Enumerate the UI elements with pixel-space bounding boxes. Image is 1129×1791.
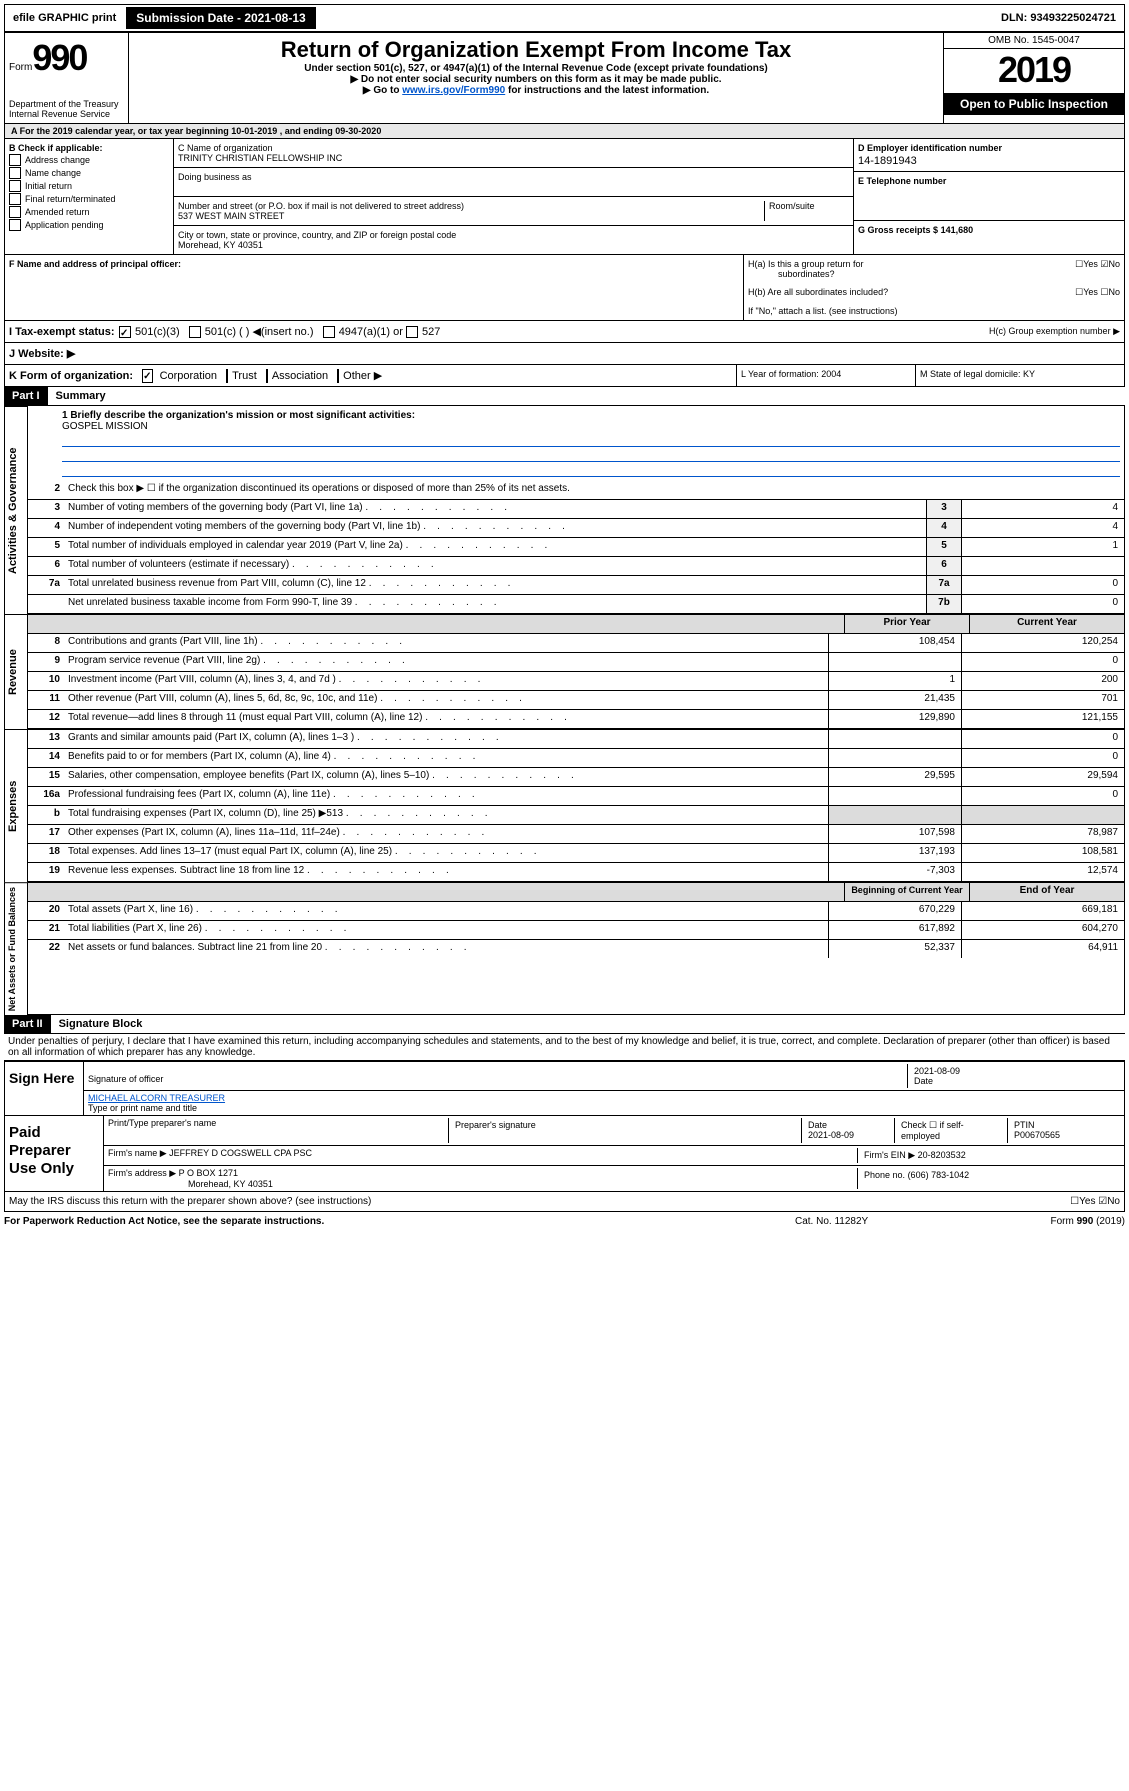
section-b: B Check if applicable: Address change Na… bbox=[5, 139, 174, 254]
dept-label: Department of the Treasury Internal Reve… bbox=[9, 99, 124, 119]
ptin-value: P00670565 bbox=[1014, 1130, 1060, 1140]
info-row: B Check if applicable: Address change Na… bbox=[4, 139, 1125, 255]
section-k: K Form of organization: Corporation Trus… bbox=[4, 365, 1125, 387]
expenses-section: Expenses 13Grants and similar amounts pa… bbox=[4, 729, 1125, 882]
subtitle-2: ▶ Do not enter social security numbers o… bbox=[133, 74, 939, 85]
form-header: Form990 Department of the Treasury Inter… bbox=[4, 33, 1125, 124]
submission-date-button[interactable]: Submission Date - 2021-08-13 bbox=[126, 7, 315, 29]
section-f: F Name and address of principal officer: bbox=[5, 255, 744, 320]
section-c: C Name of organization TRINITY CHRISTIAN… bbox=[174, 139, 854, 254]
firm-name: JEFFREY D COGSWELL CPA PSC bbox=[169, 1148, 312, 1158]
discuss-row: May the IRS discuss this return with the… bbox=[4, 1192, 1125, 1212]
title-box: Return of Organization Exempt From Incom… bbox=[129, 33, 944, 123]
section-d: D Employer identification number 14-1891… bbox=[854, 139, 1124, 254]
sign-here-label: Sign Here bbox=[5, 1062, 84, 1115]
mission-text: GOSPEL MISSION bbox=[62, 421, 1120, 432]
org-address: 537 WEST MAIN STREET bbox=[178, 211, 764, 221]
signature-table: Sign Here Signature of officer 2021-08-0… bbox=[4, 1060, 1125, 1192]
ein-value: 14-1891943 bbox=[858, 155, 1120, 167]
footer: For Paperwork Reduction Act Notice, see … bbox=[4, 1212, 1125, 1227]
open-public-label: Open to Public Inspection bbox=[944, 93, 1124, 115]
period-row: A For the 2019 calendar year, or tax yea… bbox=[4, 124, 1125, 139]
tax-year: 2019 bbox=[944, 49, 1124, 93]
subtitle-3: ▶ Go to www.irs.gov/Form990 for instruct… bbox=[133, 85, 939, 96]
section-j: J Website: ▶ bbox=[4, 343, 1125, 365]
part2-header: Part II Signature Block bbox=[4, 1015, 1125, 1034]
state-domicile: M State of legal domicile: KY bbox=[916, 365, 1124, 386]
f-h-row: F Name and address of principal officer:… bbox=[4, 255, 1125, 321]
omb-number: OMB No. 1545-0047 bbox=[944, 33, 1124, 49]
dln-label: DLN: 93493225024721 bbox=[993, 8, 1124, 28]
firm-phone: (606) 783-1042 bbox=[908, 1170, 970, 1180]
top-bar: efile GRAPHIC print Submission Date - 20… bbox=[4, 4, 1125, 33]
irs-link[interactable]: www.irs.gov/Form990 bbox=[402, 85, 505, 96]
efile-label: efile GRAPHIC print bbox=[5, 8, 124, 28]
section-h: H(a) Is this a group return forsubordina… bbox=[744, 255, 1124, 320]
main-title: Return of Organization Exempt From Incom… bbox=[133, 37, 939, 63]
checkbox-501c3[interactable] bbox=[119, 326, 131, 338]
part1-header: Part I Summary bbox=[4, 387, 1125, 406]
year-formation: L Year of formation: 2004 bbox=[737, 365, 916, 386]
form-number-box: Form990 Department of the Treasury Inter… bbox=[5, 33, 129, 123]
subtitle-1: Under section 501(c), 527, or 4947(a)(1)… bbox=[133, 63, 939, 74]
officer-name: MICHAEL ALCORN TREASURER bbox=[88, 1093, 225, 1103]
section-i: I Tax-exempt status: 501(c)(3) 501(c) ( … bbox=[4, 321, 1125, 343]
gross-receipts: 141,680 bbox=[941, 225, 974, 235]
org-name: TRINITY CHRISTIAN FELLOWSHIP INC bbox=[178, 153, 849, 163]
net-assets-section: Net Assets or Fund Balances Beginning of… bbox=[4, 882, 1125, 1015]
paid-preparer-label: Paid Preparer Use Only bbox=[5, 1116, 104, 1191]
declaration-text: Under penalties of perjury, I declare th… bbox=[4, 1034, 1125, 1060]
omb-box: OMB No. 1545-0047 2019 Open to Public In… bbox=[944, 33, 1124, 123]
governance-section: Activities & Governance 1 Briefly descri… bbox=[4, 406, 1125, 614]
form-prefix: Form bbox=[9, 62, 32, 73]
form-number: 990 bbox=[32, 37, 86, 78]
revenue-section: Revenue Prior Year Current Year 8Contrib… bbox=[4, 614, 1125, 729]
org-city: Morehead, KY 40351 bbox=[178, 240, 849, 250]
